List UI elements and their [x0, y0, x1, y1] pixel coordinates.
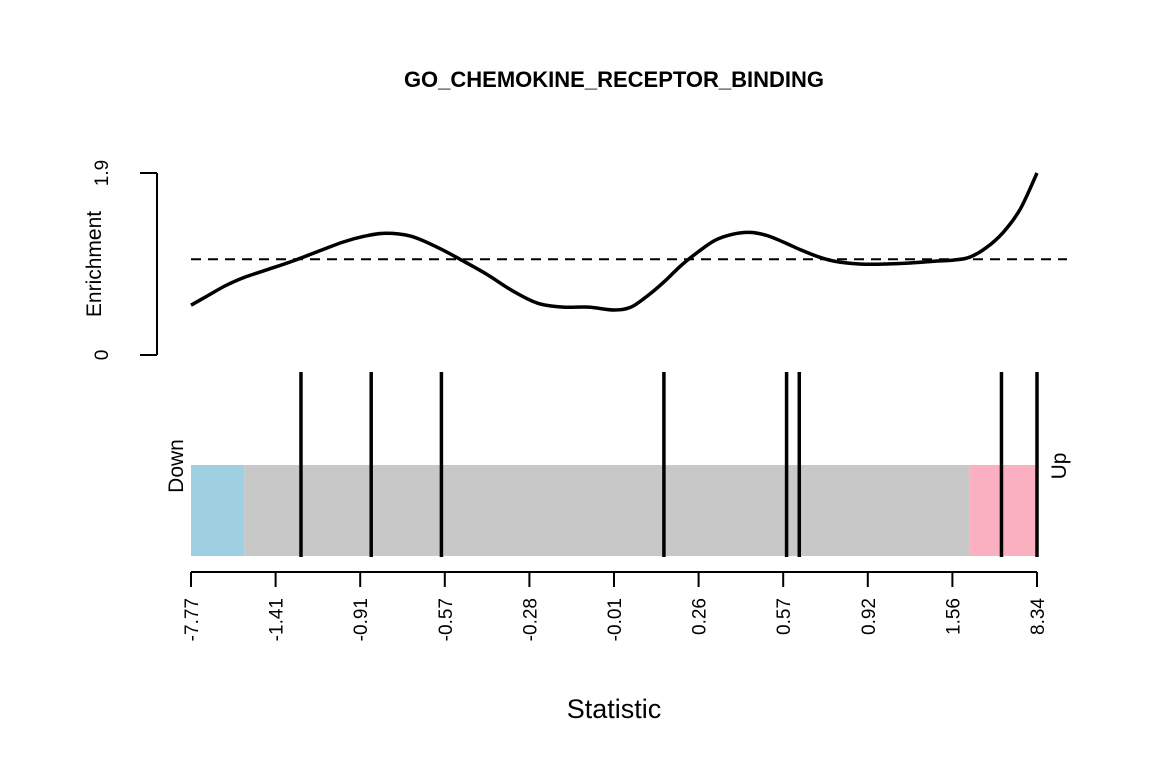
- enrichment-tick-label-min: 0: [92, 350, 113, 361]
- barcode-region-middle: [244, 465, 970, 556]
- x-axis-label: Statistic: [567, 694, 662, 724]
- x-axis: -7.77 -1.41 -0.91 -0.57 -0.28 -0.01 0.26 0.57 0.…: [182, 571, 1049, 724]
- x-ticks: -7.77 -1.41 -0.91 -0.57 -0.28 -0.01 0.26 0.57 0.…: [182, 572, 1049, 641]
- enrichment-axis-label: Enrichment: [83, 211, 106, 317]
- x-tick-label: 8.34: [1028, 598, 1049, 635]
- x-tick-label: -1.41: [267, 598, 288, 641]
- enrichment-panel: 1.9 0 Enrichment: [83, 160, 1067, 361]
- enrichment-curve: [190, 172, 1039, 312]
- barcode-region-down: [191, 465, 245, 556]
- x-tick-label: 0.92: [859, 598, 880, 635]
- barcode-label-down: Down: [165, 439, 188, 493]
- x-tick-label: -7.77: [182, 598, 203, 641]
- x-tick-label: 1.56: [943, 598, 964, 635]
- enrichment-tick-label-max: 1.9: [92, 160, 113, 186]
- x-tick-label: -0.28: [520, 598, 541, 641]
- x-tick-label: -0.57: [436, 598, 457, 641]
- gene-bars: [299, 372, 1039, 557]
- chart-title: GO_CHEMOKINE_RECEPTOR_BINDING: [404, 67, 824, 92]
- x-tick-label: -0.91: [351, 598, 372, 641]
- x-tick-label: 0.26: [690, 598, 711, 635]
- barcode-label-up: Up: [1048, 453, 1071, 480]
- x-tick-label: -0.01: [605, 598, 626, 641]
- x-tick-label: 0.57: [774, 598, 795, 635]
- barcode-regions: [191, 465, 1037, 556]
- barcode-panel: Down Up: [165, 372, 1071, 557]
